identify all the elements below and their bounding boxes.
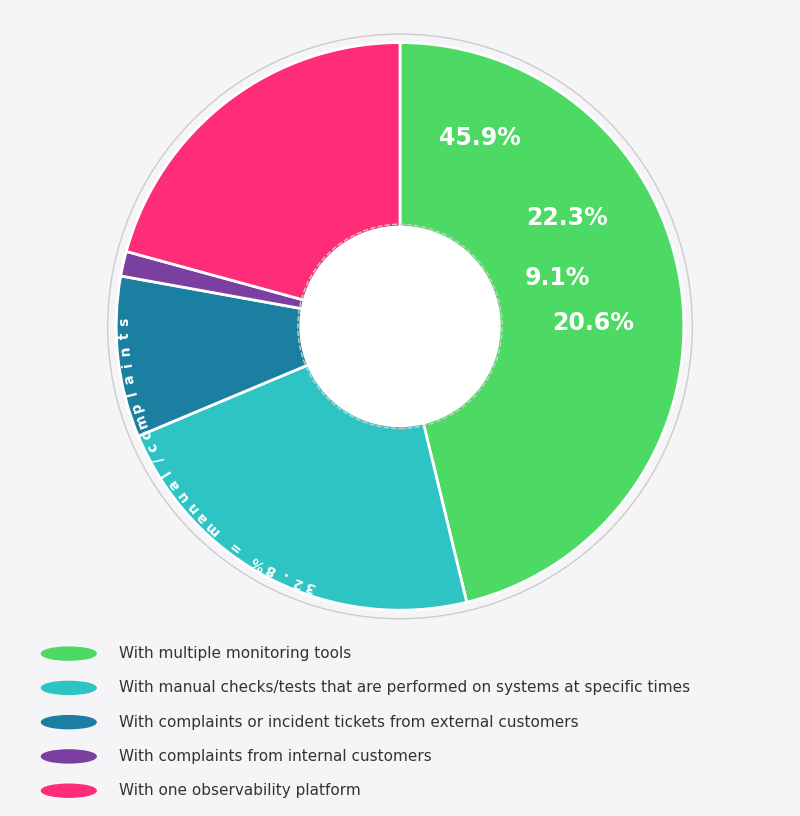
Circle shape [42,681,96,694]
Text: =: = [226,537,243,556]
Circle shape [42,647,96,660]
Text: /: / [152,455,166,465]
Circle shape [42,784,96,797]
Text: n: n [118,345,133,356]
Text: l: l [126,389,140,397]
Text: With complaints from internal customers: With complaints from internal customers [119,749,432,764]
Text: m: m [202,517,222,538]
Text: p: p [129,400,145,414]
Circle shape [301,227,499,426]
Wedge shape [116,276,308,437]
Text: t: t [118,332,132,339]
Circle shape [42,716,96,729]
Text: 22.3%: 22.3% [526,206,607,230]
Wedge shape [138,365,466,610]
Text: 20.6%: 20.6% [552,311,634,335]
Text: With one observability platform: With one observability platform [119,783,361,798]
Text: l: l [159,467,174,478]
Text: o: o [138,427,155,441]
Text: a: a [122,373,138,385]
Wedge shape [121,251,304,308]
Text: 3: 3 [303,579,317,595]
Text: %: % [249,552,268,572]
Text: With manual checks/tests that are performed on systems at specific times: With manual checks/tests that are perfor… [119,681,690,695]
Text: 2: 2 [290,574,304,590]
Text: .: . [278,569,289,583]
Circle shape [42,750,96,763]
Text: i: i [120,361,134,368]
Text: a: a [166,477,183,492]
Text: n: n [184,499,201,516]
Text: m: m [132,411,150,430]
Wedge shape [400,42,684,602]
Text: a: a [194,509,210,526]
Text: u: u [174,488,192,504]
Text: With complaints or incident tickets from external customers: With complaints or incident tickets from… [119,715,579,730]
Text: s: s [118,317,132,326]
Text: c: c [145,441,161,454]
Text: With multiple monitoring tools: With multiple monitoring tools [119,646,351,661]
Text: 8: 8 [263,561,278,578]
Text: 45.9%: 45.9% [438,126,521,150]
Wedge shape [126,42,400,300]
Text: 9.1%: 9.1% [525,265,590,290]
